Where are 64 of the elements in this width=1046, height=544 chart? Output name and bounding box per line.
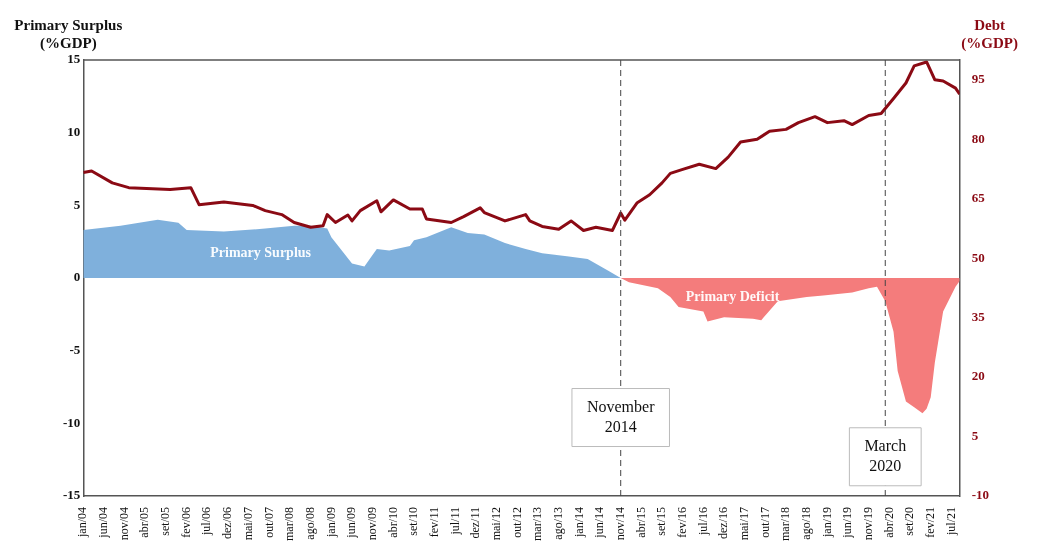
y2-tick-label: 20 xyxy=(971,368,985,384)
x-tick-label: fev/11 xyxy=(426,507,441,538)
x-tick-label: mai/12 xyxy=(488,507,503,541)
x-tick-label: jul/06 xyxy=(199,507,214,537)
ref-line-label: November 2014 xyxy=(586,397,656,435)
x-tick-label: dez/06 xyxy=(220,507,235,540)
x-tick-label: mai/07 xyxy=(240,507,255,541)
x-tick-label: abr/20 xyxy=(881,507,896,538)
y-axis-title: Primary Surplus (%GDP) xyxy=(14,17,123,52)
x-tick-label: set/20 xyxy=(902,507,917,536)
x-tick-label: jul/21 xyxy=(943,507,958,537)
x-tick-label: jul/11 xyxy=(447,507,462,536)
x-tick-label: mar/13 xyxy=(530,507,545,542)
x-tick-label: jan/19 xyxy=(819,507,834,539)
x-tick-label: nov/14 xyxy=(612,507,627,541)
x-tick-label: ago/13 xyxy=(550,507,565,540)
x-tick-label: fev/06 xyxy=(178,507,193,538)
y2-tick-label: 80 xyxy=(971,130,985,146)
x-tick-label: ago/18 xyxy=(798,507,813,540)
y2-tick-label: -10 xyxy=(971,487,990,503)
y-tick-label: -5 xyxy=(69,342,81,358)
x-tick-label: jan/04 xyxy=(75,507,90,539)
series-label: Primary Surplus xyxy=(210,244,312,260)
x-tick-label: ago/08 xyxy=(302,507,317,540)
x-tick-label: nov/04 xyxy=(116,507,131,541)
y-tick-label: -10 xyxy=(62,414,81,430)
ref-line-label: March 2020 xyxy=(864,436,907,474)
x-tick-label: fev/21 xyxy=(922,507,937,538)
x-tick-label: abr/05 xyxy=(137,507,152,538)
y-tick-label: 0 xyxy=(73,269,81,285)
x-tick-label: set/05 xyxy=(158,507,173,536)
y-tick-label: 15 xyxy=(67,51,81,67)
y2-tick-label: 35 xyxy=(971,309,986,324)
x-tick-label: nov/09 xyxy=(364,507,379,541)
x-tick-label: abr/15 xyxy=(633,507,648,538)
y2-tick-label: 5 xyxy=(971,427,979,443)
y2-tick-label: 65 xyxy=(971,190,986,206)
x-tick-label: fev/16 xyxy=(674,507,689,538)
x-tick-label: set/10 xyxy=(406,507,421,536)
x-tick-label: jun/19 xyxy=(840,507,855,539)
y-tick-label: 10 xyxy=(67,124,81,140)
y2-tick-label: 50 xyxy=(971,249,985,265)
x-tick-label: jan/14 xyxy=(571,507,586,539)
x-tick-label: dez/16 xyxy=(716,507,731,540)
x-tick-label: out/12 xyxy=(509,507,524,538)
x-tick-label: jun/14 xyxy=(592,507,607,539)
x-tick-label: jun/04 xyxy=(96,507,111,539)
x-tick-label: jul/16 xyxy=(695,507,710,537)
series-label: Primary Deficit xyxy=(685,289,780,305)
x-tick-label: out/07 xyxy=(261,507,276,538)
y-tick-label: 5 xyxy=(73,196,81,212)
x-tick-label: nov/19 xyxy=(860,507,875,541)
x-tick-label: mar/18 xyxy=(778,507,793,542)
x-tick-label: mar/08 xyxy=(282,507,297,542)
x-tick-label: jun/09 xyxy=(344,507,359,539)
x-tick-label: out/17 xyxy=(757,507,772,538)
x-tick-label: mai/17 xyxy=(736,507,751,541)
y2-tick-label: 95 xyxy=(971,71,986,87)
x-tick-label: jan/09 xyxy=(323,507,338,539)
x-tick-label: set/15 xyxy=(654,507,669,536)
x-tick-label: abr/10 xyxy=(385,507,400,538)
x-tick-label: dez/11 xyxy=(468,507,483,539)
y-tick-label: -15 xyxy=(62,487,81,503)
y2-axis-title: Debt (%GDP) xyxy=(961,17,1018,52)
